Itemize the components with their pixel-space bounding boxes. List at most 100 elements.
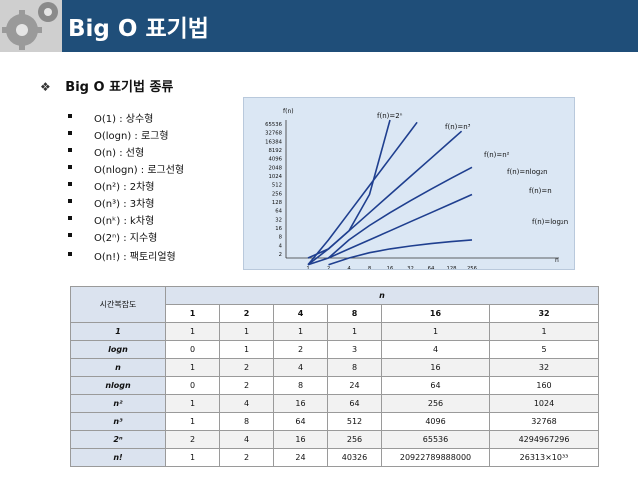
table-cell: 1 — [381, 322, 490, 341]
table-cell: 64 — [327, 394, 382, 413]
series-line — [327, 166, 473, 259]
square-bullet-icon — [68, 182, 72, 186]
table-cell: 1 — [219, 322, 274, 341]
table-cell: 4 — [219, 394, 274, 413]
y-tick-label: 32768 — [265, 131, 282, 137]
row-label: 2ⁿ — [70, 430, 166, 449]
y-tick-label: 512 — [272, 183, 282, 189]
y-tick-label: 32 — [275, 217, 282, 223]
square-bullet-icon — [68, 165, 72, 169]
table-cell: 32 — [488, 358, 600, 377]
y-tick-label: 128 — [272, 200, 283, 206]
list-item-text: O(n²) : 2차형 — [94, 182, 155, 193]
x-tick-label: 16 — [387, 266, 394, 269]
list-item-text: O(nlogn) : 로그선형 — [94, 165, 185, 176]
square-bullet-icon — [68, 216, 72, 220]
list-item-text: O(n) : 선형 — [94, 148, 145, 159]
table-row: n² 1 4 16 64 256 1024 — [70, 394, 600, 413]
series-line — [307, 193, 473, 266]
x-tick-label: 4 — [347, 266, 351, 269]
row-label: n³ — [70, 412, 166, 431]
series-label: f(n)=log₂n — [532, 218, 568, 226]
section-heading: ❖ Big O 표기법 종류 — [40, 76, 173, 95]
series-line — [307, 119, 391, 259]
row-label: 1 — [70, 322, 166, 341]
x-axis-label: n — [555, 257, 559, 264]
table-cell: 32768 — [488, 412, 600, 431]
y-tick-label: 64 — [275, 209, 282, 215]
square-bullet-icon — [68, 131, 72, 135]
y-tick-label: 65536 — [265, 122, 282, 128]
series-label: f(n)=n — [529, 187, 552, 195]
series-label: f(n)=nlog₂n — [507, 168, 548, 176]
n-header: n — [164, 286, 600, 305]
table-corner-header: 시간복잡도 — [70, 286, 166, 323]
table-cell: 4096 — [381, 412, 490, 431]
table-row: n³ 1 8 64 512 4096 32768 — [70, 412, 600, 431]
column-header: 1 — [165, 304, 220, 323]
series-line — [307, 121, 418, 266]
x-tick-label: 8 — [368, 266, 372, 269]
y-tick-label: 8 — [279, 235, 283, 241]
square-bullet-icon — [68, 252, 72, 256]
table-cell: 2 — [219, 358, 274, 377]
diamond-bullet-icon: ❖ — [40, 80, 51, 94]
row-label: nlogn — [70, 376, 166, 395]
column-header: 32 — [488, 304, 600, 323]
section-heading-text: Big O 표기법 종류 — [65, 80, 174, 95]
table-cell: 16 — [273, 430, 328, 449]
row-label: logn — [70, 340, 166, 359]
series-label: f(n)=n² — [484, 151, 510, 159]
y-tick-label: 2048 — [269, 165, 283, 171]
square-bullet-icon — [68, 233, 72, 237]
table-row: 2ⁿ 2 4 16 256 65536 4294967296 — [70, 430, 600, 449]
y-axis-label: f(n) — [283, 108, 294, 115]
table-cell: 8 — [219, 412, 274, 431]
growth-chart: f(n) n 2 4 8 16 32 64 128 256 512 1024 2048 4096 8192 1… — [243, 97, 575, 272]
row-label: n! — [70, 448, 166, 467]
table-cell: 2 — [273, 340, 328, 359]
table-cell: 2 — [165, 430, 220, 449]
table-cell: 64 — [273, 412, 328, 431]
title-bar: Big O 표기법 — [0, 0, 638, 52]
table-cell: 65536 — [381, 430, 490, 449]
table-cell: 512 — [327, 412, 382, 431]
table-cell: 24 — [273, 448, 328, 467]
column-header: 4 — [273, 304, 328, 323]
y-tick-label: 4 — [279, 243, 283, 249]
table-cell: 1 — [165, 358, 220, 377]
square-bullet-icon — [68, 148, 72, 152]
x-tick-label: 128 — [446, 266, 457, 269]
table-cell: 1 — [165, 322, 220, 341]
x-tick-label: 64 — [428, 266, 435, 269]
table-cell: 40326 — [327, 448, 382, 467]
table-cell: 8 — [273, 376, 328, 395]
x-tick-label: 2 — [327, 266, 330, 269]
table-cell: 4 — [219, 430, 274, 449]
page-title: Big O 표기법 — [68, 16, 209, 42]
table-cell: 20922789888000 — [381, 448, 490, 467]
y-tick-label: 1024 — [269, 174, 283, 180]
table-cell: 1 — [327, 322, 382, 341]
list-item-text: O(2ⁿ) : 지수형 — [94, 233, 158, 244]
growth-chart-svg: f(n)n24816326412825651210242048409681921… — [265, 108, 568, 272]
column-header: 8 — [327, 304, 382, 323]
column-header: 16 — [381, 304, 490, 323]
table-row: n 1 2 4 8 16 32 — [70, 358, 600, 377]
table-cell: 8 — [327, 358, 382, 377]
list-item-text: O(n³) : 3차형 — [94, 199, 155, 210]
table-cell: 1 — [219, 340, 274, 359]
y-tick-label: 2 — [279, 252, 282, 258]
series-line — [328, 239, 473, 266]
list-item-text: O(nᵏ) : k차형 — [94, 216, 155, 227]
y-tick-label: 8192 — [269, 148, 282, 154]
table-cell: 1 — [488, 322, 600, 341]
table-cell: 1 — [165, 412, 220, 431]
table-cell: 1 — [273, 322, 328, 341]
y-tick-label: 256 — [272, 191, 283, 197]
list-item-text: O(n!) : 팩토리얼형 — [94, 252, 176, 263]
table-cell: 16 — [381, 358, 490, 377]
table-cell: 5 — [488, 340, 600, 359]
table-cell: 256 — [381, 394, 490, 413]
